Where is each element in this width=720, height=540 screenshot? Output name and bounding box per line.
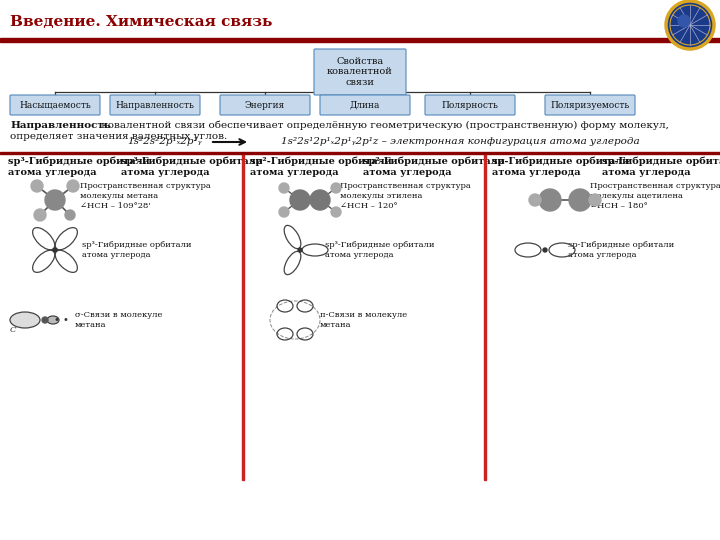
FancyBboxPatch shape (425, 95, 515, 115)
Bar (0, 152, 720, 154)
Ellipse shape (47, 316, 59, 324)
Circle shape (331, 207, 341, 217)
Circle shape (539, 189, 561, 211)
Bar (242, 154, 243, 480)
Text: ковалентной связи обеспечивает определённую геометрическую (пространственную) фо: ковалентной связи обеспечивает определён… (98, 121, 669, 131)
Bar (0, 38, 720, 42)
Text: Насыщаемость: Насыщаемость (19, 100, 91, 110)
Circle shape (543, 248, 547, 252)
Ellipse shape (10, 312, 40, 328)
FancyBboxPatch shape (220, 95, 310, 115)
Text: sp³-Гибридные орбитали
атома углерода: sp³-Гибридные орбитали атома углерода (82, 241, 192, 259)
Text: sp-Гибридные орбитали
атома углерода: sp-Гибридные орбитали атома углерода (602, 157, 720, 177)
Text: sp²-Гибридные орбитали
атома углерода: sp²-Гибридные орбитали атома углерода (250, 157, 392, 177)
FancyBboxPatch shape (314, 49, 406, 95)
Circle shape (31, 180, 43, 192)
Text: Поляризуемость: Поляризуемость (550, 100, 629, 110)
Circle shape (290, 190, 310, 210)
Circle shape (298, 248, 302, 252)
Bar (484, 154, 485, 480)
Text: • •: • • (53, 315, 68, 325)
Text: Пространственная структура
молекулы метана
∠HCH – 109°28': Пространственная структура молекулы мета… (80, 181, 211, 211)
Circle shape (34, 209, 46, 221)
Text: Полярность: Полярность (441, 100, 498, 110)
Circle shape (67, 180, 79, 192)
Text: Пространственная структура
молекулы этилена
∠HCH – 120°: Пространственная структура молекулы этил… (340, 181, 471, 211)
Circle shape (331, 183, 341, 193)
Text: π-Связи в молекуле
метана: π-Связи в молекуле метана (320, 311, 407, 329)
Circle shape (666, 1, 714, 49)
FancyBboxPatch shape (110, 95, 200, 115)
Text: sp²-Гибридные орбитали
атома углерода: sp²-Гибридные орбитали атома углерода (363, 157, 505, 177)
Circle shape (569, 189, 591, 211)
Circle shape (310, 190, 330, 210)
Text: Энергия: Энергия (245, 100, 285, 110)
Circle shape (279, 183, 289, 193)
FancyBboxPatch shape (545, 95, 635, 115)
Text: sp-Гибридные орбитали
атома углерода: sp-Гибридные орбитали атома углерода (492, 157, 629, 177)
FancyBboxPatch shape (10, 95, 100, 115)
Circle shape (42, 317, 48, 323)
Circle shape (65, 210, 75, 220)
Text: Направленность: Направленность (10, 121, 111, 130)
Text: Направленность: Направленность (116, 100, 194, 110)
Text: sp-Гибридные орбитали
атома углерода: sp-Гибридные орбитали атома углерода (568, 241, 674, 259)
Text: sp³-Гибридные орбитали
атома углерода: sp³-Гибридные орбитали атома углерода (8, 157, 150, 177)
Text: Длина: Длина (350, 100, 380, 110)
Circle shape (45, 190, 65, 210)
Circle shape (678, 15, 690, 27)
FancyBboxPatch shape (320, 95, 410, 115)
Circle shape (529, 194, 541, 206)
Text: 1s²2s²2p¹ₓ2p¹ᵧ: 1s²2s²2p¹ₓ2p¹ᵧ (127, 138, 202, 146)
Text: Свойства
ковалентной
связи: Свойства ковалентной связи (327, 57, 393, 87)
Text: σ-Связи в молекуле
метана: σ-Связи в молекуле метана (75, 311, 163, 329)
Text: 1s²2s¹2p¹ₓ2p¹ᵧ2p¹z – электронная конфигурация атома углерода: 1s²2s¹2p¹ₓ2p¹ᵧ2p¹z – электронная конфигу… (281, 138, 639, 146)
Text: sp³-Гибридные орбитали
атома углерода: sp³-Гибридные орбитали атома углерода (325, 241, 434, 259)
Text: C: C (10, 326, 16, 334)
Circle shape (589, 194, 601, 206)
Text: Введение. Химическая связь: Введение. Химическая связь (10, 15, 272, 29)
Text: Пространственная структура
молекулы ацетилена
∠HCH – 180°: Пространственная структура молекулы ацет… (590, 181, 720, 211)
Circle shape (53, 248, 57, 252)
Circle shape (279, 207, 289, 217)
Text: sp³-Гибридные орбитали
атома углерода: sp³-Гибридные орбитали атома углерода (121, 157, 263, 177)
Text: определяет значения валентных углов.: определяет значения валентных углов. (10, 132, 228, 141)
